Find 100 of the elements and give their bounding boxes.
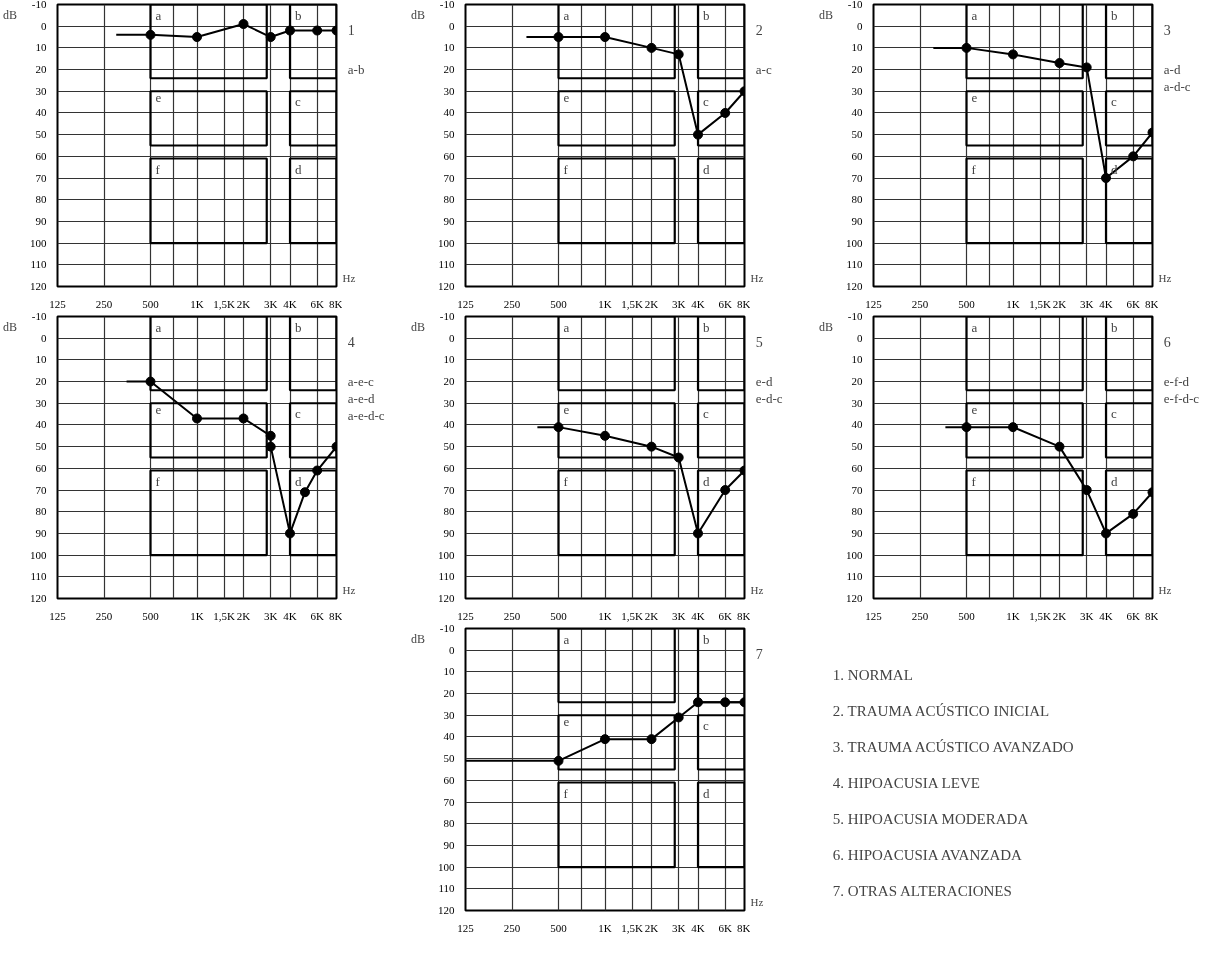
y-tick-label: 120 bbox=[438, 904, 455, 916]
y-tick-label: 110 bbox=[438, 258, 455, 271]
x-tick-label: 3K bbox=[671, 609, 686, 622]
x-tick-label: 6K bbox=[718, 921, 732, 934]
annotation: d bbox=[703, 785, 710, 801]
y-tick-label: 100 bbox=[438, 548, 455, 561]
text: 4. HIPOACUSIA LEVE bbox=[832, 774, 980, 791]
y-tick-label: 10 bbox=[443, 353, 455, 366]
annotation: c bbox=[703, 94, 709, 110]
y-tick-label: 0 bbox=[857, 331, 863, 344]
y-tick-label: 30 bbox=[35, 396, 47, 409]
y-tick-label: 100 bbox=[30, 548, 47, 561]
x-tick-label: 250 bbox=[911, 609, 929, 622]
x-tick-label: 250 bbox=[503, 609, 521, 622]
text: a-d-c bbox=[1163, 78, 1191, 94]
text: e-f-d-c bbox=[1163, 390, 1200, 406]
y-tick-label: 10 bbox=[851, 353, 863, 366]
y-tick-label: 90 bbox=[851, 526, 863, 539]
y-tick-label: 120 bbox=[30, 592, 47, 604]
y-tick-label: 20 bbox=[851, 375, 863, 388]
x-tick-label: 2K bbox=[1052, 297, 1067, 310]
x-tick-label: 1,5K bbox=[621, 921, 644, 934]
x-tick-label: 1,5K bbox=[213, 609, 236, 622]
y-tick-label: 100 bbox=[438, 860, 455, 873]
x-tick-label: 6K bbox=[1126, 609, 1140, 622]
y-tick-label: 80 bbox=[443, 193, 455, 206]
y-tick-label: 80 bbox=[35, 193, 47, 206]
text: 2 bbox=[755, 22, 763, 38]
x-tick-label: 1,5K bbox=[1029, 297, 1052, 310]
annotation: f bbox=[563, 161, 569, 177]
y-tick-label: 40 bbox=[35, 418, 47, 431]
x-tick-label: 8K bbox=[329, 609, 343, 622]
text: 1. NORMAL bbox=[832, 666, 913, 683]
y-tick-label: -10 bbox=[439, 622, 455, 634]
x-tick-label: 500 bbox=[550, 297, 568, 310]
annotation: f bbox=[155, 473, 161, 489]
annotation: b bbox=[1111, 319, 1118, 335]
annotation: c bbox=[703, 406, 709, 422]
y-tick-label: 0 bbox=[449, 19, 455, 32]
y-tick-label: 70 bbox=[443, 171, 455, 184]
y-axis-title: dB bbox=[3, 7, 18, 22]
y-tick-label: 10 bbox=[35, 353, 47, 366]
x-tick-label: 1K bbox=[598, 297, 612, 310]
y-tick-label: 40 bbox=[443, 730, 455, 743]
text: 7. OTRAS ALTERACIONES bbox=[832, 882, 1012, 899]
y-tick-label: 0 bbox=[41, 331, 47, 344]
x-tick-label: 1K bbox=[190, 609, 204, 622]
x-tick-label: 250 bbox=[95, 609, 113, 622]
x-tick-label: 500 bbox=[958, 297, 976, 310]
x-tick-label: 2K bbox=[644, 921, 659, 934]
annotation: e bbox=[563, 90, 570, 106]
x-tick-label: 500 bbox=[550, 921, 568, 934]
annotation: b bbox=[1111, 7, 1118, 23]
x-tick-label: 500 bbox=[550, 609, 568, 622]
annotation: b bbox=[703, 631, 710, 647]
annotation: c bbox=[295, 406, 301, 422]
y-tick-label: 110 bbox=[438, 570, 455, 583]
text: e-d-c bbox=[755, 390, 783, 406]
x-axis-title: Hz bbox=[1158, 272, 1172, 285]
y-tick-label: 60 bbox=[35, 149, 47, 162]
x-tick-label: 2K bbox=[644, 297, 659, 310]
x-tick-label: 4K bbox=[691, 921, 705, 934]
y-tick-label: 50 bbox=[35, 440, 47, 453]
x-tick-label: 4K bbox=[691, 609, 705, 622]
y-tick-label: -10 bbox=[439, 310, 455, 322]
annotation: e bbox=[155, 90, 162, 106]
annotation: f bbox=[563, 473, 569, 489]
y-tick-label: 10 bbox=[443, 665, 455, 678]
x-axis-title: Hz bbox=[750, 584, 764, 597]
y-tick-label: 20 bbox=[443, 375, 455, 388]
annotation: b bbox=[295, 7, 302, 23]
y-tick-label: 60 bbox=[851, 149, 863, 162]
y-tick-label: 40 bbox=[443, 106, 455, 119]
y-tick-label: 80 bbox=[851, 505, 863, 518]
annotation: f bbox=[155, 161, 161, 177]
y-tick-label: 70 bbox=[35, 483, 47, 496]
x-tick-label: 1,5K bbox=[621, 297, 644, 310]
x-tick-label: 4K bbox=[1099, 609, 1113, 622]
text: 4 bbox=[347, 334, 355, 350]
x-tick-label: 1,5K bbox=[621, 609, 644, 622]
y-tick-label: 90 bbox=[443, 214, 455, 227]
x-axis-title: Hz bbox=[1158, 584, 1172, 597]
y-tick-label: 60 bbox=[35, 461, 47, 474]
y-tick-label: 20 bbox=[443, 63, 455, 76]
x-tick-label: 1,5K bbox=[213, 297, 236, 310]
x-tick-label: 1,5K bbox=[1029, 609, 1052, 622]
y-tick-label: 70 bbox=[851, 483, 863, 496]
x-tick-label: 1K bbox=[598, 921, 612, 934]
text: a-e-c bbox=[347, 373, 374, 389]
y-tick-label: 0 bbox=[449, 331, 455, 344]
x-tick-label: 1K bbox=[1006, 297, 1020, 310]
y-tick-label: 120 bbox=[846, 280, 863, 292]
y-tick-label: 30 bbox=[443, 396, 455, 409]
y-tick-label: 20 bbox=[443, 687, 455, 700]
y-tick-label: 100 bbox=[846, 236, 863, 249]
y-tick-label: 50 bbox=[443, 128, 455, 141]
y-tick-label: -10 bbox=[31, 310, 47, 322]
annotation: e bbox=[563, 714, 570, 730]
x-tick-label: 125 bbox=[457, 297, 475, 310]
y-tick-label: 120 bbox=[438, 592, 455, 604]
